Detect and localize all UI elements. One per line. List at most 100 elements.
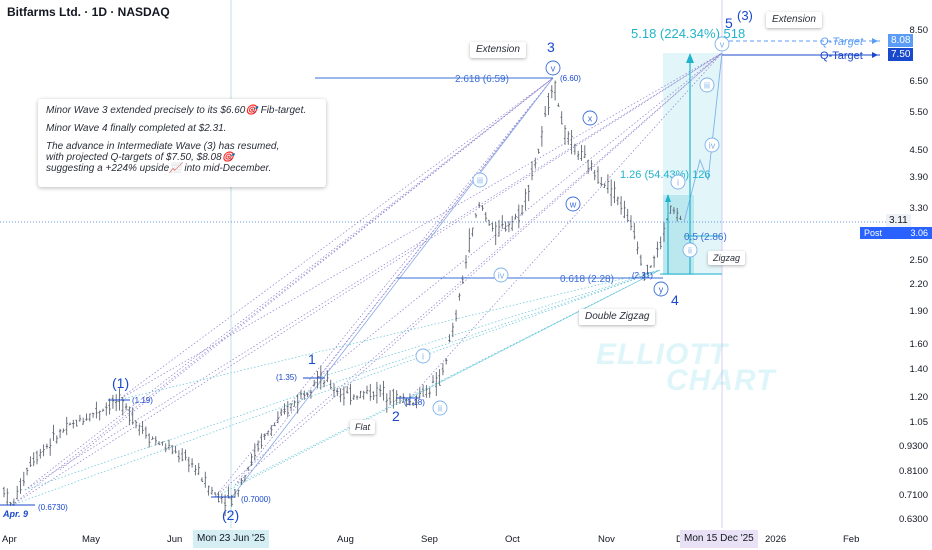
q-target-1-price: 8.08 [888,34,914,47]
wave-minor-3-label: 3 [547,39,555,55]
wave-mini-x-label: x [588,114,593,124]
small-arrow-head [665,194,671,202]
wave-mini-w-label: w [569,200,577,210]
apr-9-bg [0,506,36,520]
price-tick: 0.6300 [898,514,928,525]
wave-mini-x-label-circle [582,110,598,126]
price-tick: 1.90 [909,306,929,317]
fan-line [317,77,554,379]
wave-mini-v-label-circle [545,60,561,76]
note-line-1: Minor Wave 3 extended precisely to its $… [46,105,307,116]
fan-line [214,77,554,498]
fan-line [214,52,723,498]
price-tick: 3.30 [909,203,929,214]
fan-line [24,269,661,491]
watermark-line-1: ELLIOTT [596,338,728,371]
price-tick: 1.20 [909,392,929,403]
price-tick: 0.9300 [898,441,928,452]
projection-arrow-head [686,53,694,63]
fan-line [24,52,723,491]
projection-path [683,52,723,223]
post-price: 3.06 [910,228,928,238]
wave-sub-iii-label: iii [704,81,710,91]
wave-small-ii-label-circle [682,242,698,258]
fan-line [234,269,661,486]
price-119-label: (1.19) [132,396,153,405]
fib-2618-label: 2.618 (6.59) [455,74,509,85]
price-660-label: (6.60) [560,74,581,83]
price-tick: 2.20 [909,279,929,290]
wave-sub-iv-label: iv [709,141,716,151]
post-price-badge: Post 3.06 [860,227,932,239]
price-tick: 0.8100 [898,466,928,477]
price-tick: 4.50 [909,145,929,156]
wave-mini-iv-label-circle [493,267,509,283]
price-tick: 6.50 [909,76,929,87]
fan-line [11,52,723,506]
wave-mini-y-label-circle [653,281,669,297]
extension-top-box[interactable]: Extension [766,12,822,28]
wave-sub-v-label: v [720,40,725,50]
time-tick: Aug [337,534,354,545]
time-tick: Feb [843,534,860,545]
wave-mini-iii-label: iii [477,176,483,186]
time-tick: Sep [421,534,438,545]
fib-05-label: 0.5 (2.86) [684,232,727,243]
wave-sub-i-label: i [422,352,424,362]
time-tick: Jun [167,534,183,545]
apr-9-marker: Apr. 9 [0,506,36,520]
extension-mid-box[interactable]: Extension [470,42,526,58]
note-line-3: The advance in Intermediate Wave (3) has… [46,141,280,174]
wave-sub-i-label-circle [415,348,431,364]
time-tick: 2026 [765,534,787,545]
wave-minor-2-label: 2 [392,408,400,424]
q-target-2-arrow [872,52,878,58]
wave-3-line [231,77,554,498]
time-tick: Oct [505,534,520,545]
post-label: Post [864,228,883,238]
wave-small-i-label: i [677,178,679,188]
q-target-2-price: 7.50 [888,48,914,61]
wave-sub-v-label-circle [714,36,730,52]
fan-line [11,269,661,506]
fan-line [214,269,661,498]
wave-mini-iv-label: iv [498,271,505,281]
time-tick: May [82,534,100,545]
fan-line [11,77,554,506]
fan-line [117,52,723,401]
price-07-label: (0.7000) [241,495,271,504]
q-target-1-arrow [872,38,878,44]
price-tick: 8.50 [909,25,929,36]
fan-line [409,269,661,399]
wave-2-intermediate-label: (2) [222,507,239,523]
q-target-1-label: Q-Target [820,36,864,48]
price-tick: 1.05 [909,417,929,428]
fan-line [317,269,661,379]
price-tick: 1.60 [909,339,929,350]
price-tick: 0.7100 [898,490,928,501]
chart-title: Bitfarms Ltd. · 1D · NASDAQ [7,5,170,19]
analysis-note[interactable]: Minor Wave 3 extended precisely to its $… [38,99,326,187]
projection-small-text: 1.26 (54.43%) 126 [620,169,711,181]
wave-sub-iii-label-circle [699,77,715,93]
price-0673-label: (0.6730) [38,503,68,512]
time-tick: Nov [598,534,615,545]
wave-1-intermediate-label: (1) [112,375,129,391]
fan-line [409,52,723,399]
price-axis[interactable] [888,0,932,528]
price-tick: 5.50 [909,107,929,118]
wave-sub-ii-label-circle [432,400,448,416]
zigzag-box[interactable]: Zigzag [708,251,746,265]
time-tick: Apr [2,534,17,545]
q-target-2-label: Q-Target [820,50,863,62]
price-tick: 1.40 [909,364,929,375]
flat-box[interactable]: Flat [350,420,376,434]
watermark-line-2: CHART [666,364,776,397]
wave-small-i-label-circle [670,174,686,190]
fan-line [317,52,723,379]
double-zigzag-box[interactable]: Double Zigzag [579,309,656,325]
fib-0618-label: 0.618 (2.28) [560,274,614,285]
wave-mini-w-label-circle [565,196,581,212]
